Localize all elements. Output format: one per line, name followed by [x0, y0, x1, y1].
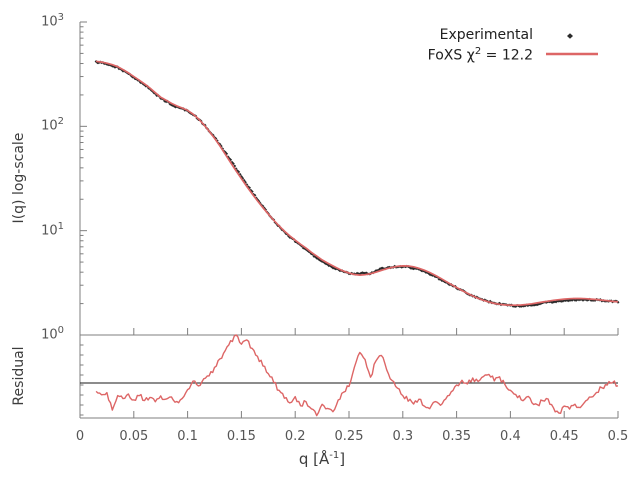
x-tick-label-0.15: 0.15 [226, 429, 256, 444]
y-tick-label-1e2: 102 [41, 116, 64, 134]
y-tick-label-1e1: 101 [41, 220, 64, 238]
residual-curve [95, 334, 619, 417]
y-tick-label-1e0: 100 [41, 325, 64, 343]
fit-curve [95, 60, 619, 307]
legend-diamond-icon [567, 33, 573, 39]
legend-fit-label: FoXS χ2 = 12.2 [427, 46, 533, 64]
x-axis-label: q [Å-1] [298, 450, 346, 468]
x-tick-label-0.3: 0.3 [392, 429, 414, 444]
x-tick-label-0.5: 0.5 [607, 429, 629, 444]
x-tick-label-0: 0 [75, 429, 85, 444]
x-tick-label-0.4: 0.4 [500, 429, 521, 444]
x-tick-label-0.05: 0.05 [119, 429, 149, 444]
legend-experimental-label: Experimental [439, 27, 533, 43]
x-tick-label-0.2: 0.2 [284, 429, 306, 444]
x-tick-label-0.45: 0.45 [549, 429, 579, 444]
experimental-points [94, 60, 620, 308]
y-tick-label-1e3: 103 [41, 12, 64, 30]
x-tick-label-0.35: 0.35 [442, 429, 472, 444]
x-tick-label-0.1: 0.1 [177, 429, 198, 444]
x-tick-label-0.25: 0.25 [334, 429, 364, 444]
